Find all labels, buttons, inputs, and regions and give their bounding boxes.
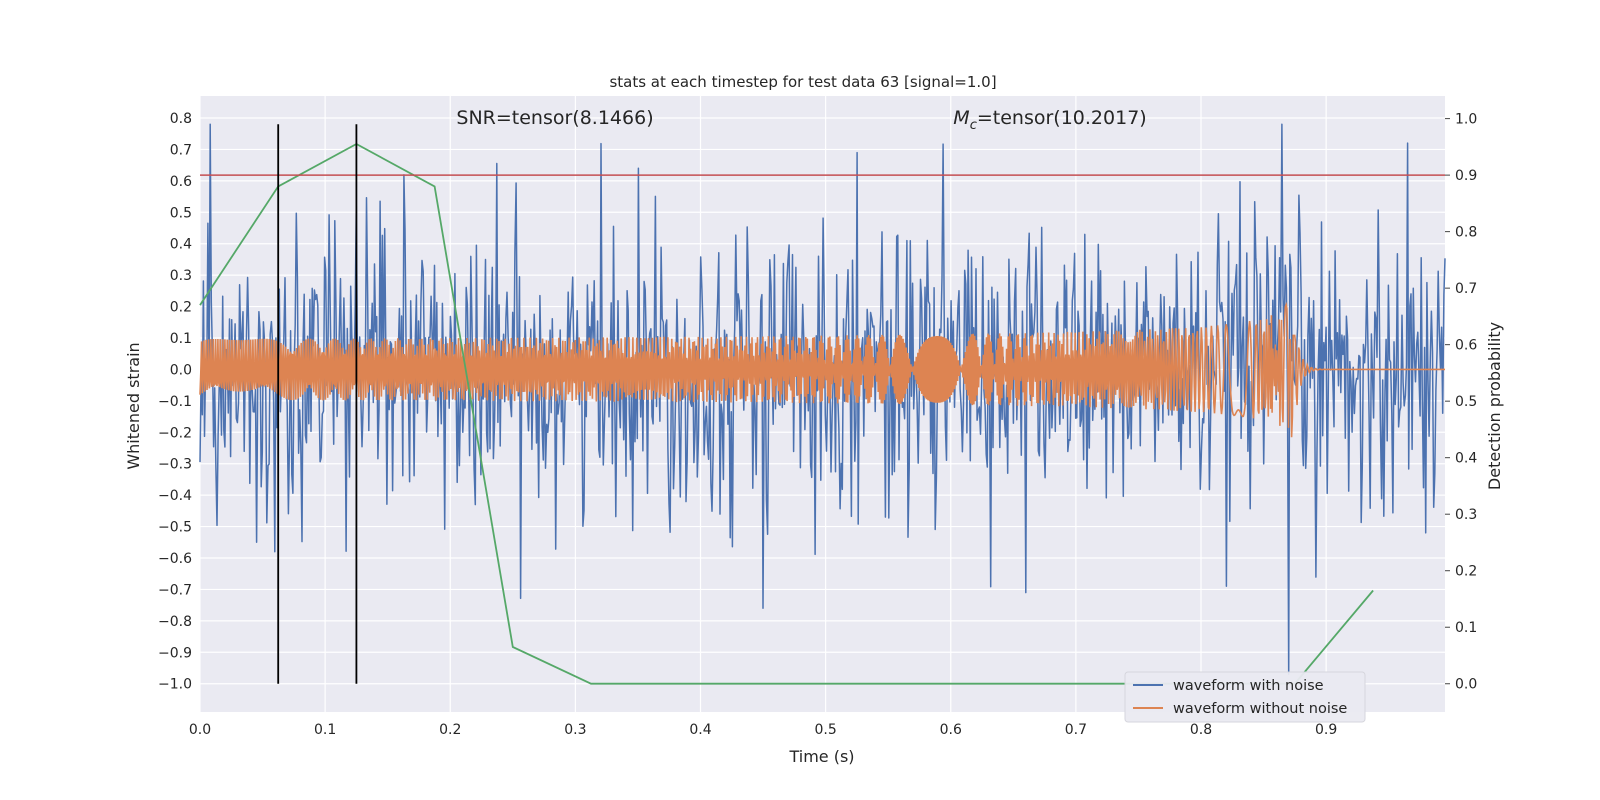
plot-area bbox=[200, 96, 1445, 712]
x-tick-label: 0.1 bbox=[314, 722, 336, 738]
annotation-mc: Mc=tensor(10.2017) bbox=[953, 107, 1146, 133]
y-tick-label: 0.2 bbox=[170, 300, 192, 316]
legend-box bbox=[1124, 671, 1366, 723]
x-tick-label: 0.2 bbox=[439, 722, 461, 738]
legend: waveform with noise waveform without noi… bbox=[1124, 671, 1366, 723]
y-tick-label: −1.0 bbox=[158, 677, 192, 693]
right-tick-label: 0.4 bbox=[1455, 451, 1477, 467]
right-tick-label: 0.8 bbox=[1455, 225, 1477, 241]
series-line-clean bbox=[199, 301, 1445, 438]
annotation-snr: SNR=tensor(8.1466) bbox=[456, 107, 653, 129]
y-tick-label: −0.3 bbox=[158, 457, 192, 473]
right-tick-label: 0.3 bbox=[1455, 507, 1477, 523]
y-tick-label: −0.2 bbox=[158, 425, 192, 441]
x-tick-label: 0.7 bbox=[1065, 722, 1087, 738]
y-axis-label-right: Detection probability bbox=[1485, 322, 1504, 490]
x-tick-label: 0.3 bbox=[564, 722, 586, 738]
right-tick-label: 0.5 bbox=[1455, 394, 1477, 410]
right-tick-label: 1.0 bbox=[1455, 112, 1477, 128]
y-tick-label: 0.3 bbox=[170, 268, 192, 284]
chart-title: stats at each timestep for test data 63 … bbox=[609, 73, 996, 91]
legend-label-noisy: waveform with noise bbox=[1173, 678, 1324, 694]
y-tick-label: 0.0 bbox=[170, 362, 192, 378]
right-tick-label: 0.2 bbox=[1455, 564, 1477, 580]
y-tick-label: −0.5 bbox=[158, 520, 192, 536]
y-tick-label: 0.1 bbox=[170, 331, 192, 347]
y-tick-label: 0.8 bbox=[170, 111, 192, 127]
tick-labels: 0.8 0.7 0.6 0.5 0.4 0.3 0.2 0.1 0.0 −0.1 −0.2 −0.3 −… bbox=[158, 111, 1477, 738]
x-tick-label: 0.6 bbox=[940, 722, 962, 738]
right-tick-label: 0.9 bbox=[1455, 168, 1477, 184]
y-axis-label-left: Whitened strain bbox=[124, 342, 143, 469]
y-tick-label: −0.8 bbox=[158, 614, 192, 630]
x-tick-label: 0.8 bbox=[1190, 722, 1212, 738]
legend-label-clean: waveform without noise bbox=[1173, 701, 1347, 717]
x-tick-label: 0.0 bbox=[189, 722, 211, 738]
y-tick-label: −0.7 bbox=[158, 582, 192, 598]
right-tick-label: 0.7 bbox=[1455, 281, 1477, 297]
right-tick-label: 0.0 bbox=[1455, 677, 1477, 693]
right-tick-label: 0.6 bbox=[1455, 338, 1477, 354]
y-tick-label: −0.9 bbox=[158, 645, 192, 661]
y-tick-label: −0.4 bbox=[158, 488, 192, 504]
x-tick-label: 0.5 bbox=[814, 722, 836, 738]
x-tick-label: 0.4 bbox=[689, 722, 711, 738]
right-tick-label: 0.1 bbox=[1455, 620, 1477, 636]
x-tick-label: 0.9 bbox=[1315, 722, 1337, 738]
y-tick-label: 0.7 bbox=[170, 142, 192, 158]
y-tick-label: 0.4 bbox=[170, 237, 192, 253]
y-tick-label: 0.5 bbox=[170, 205, 192, 221]
x-axis-label: Time (s) bbox=[788, 747, 854, 766]
y-tick-label: 0.6 bbox=[170, 174, 192, 190]
y-tick-label: −0.1 bbox=[158, 394, 192, 410]
y-tick-label: −0.6 bbox=[158, 551, 192, 567]
